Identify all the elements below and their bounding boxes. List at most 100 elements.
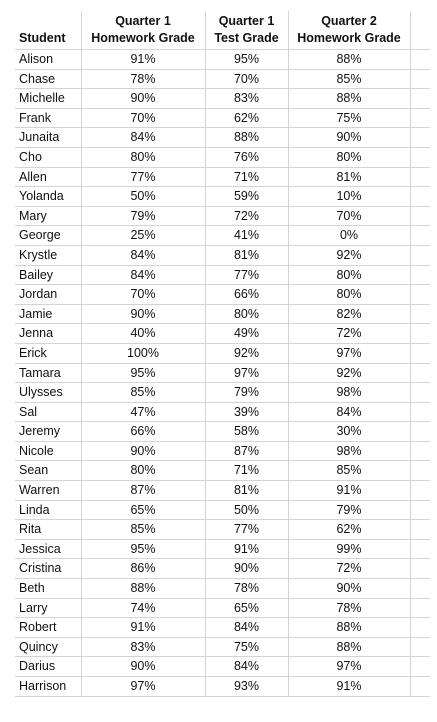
empty-cell[interactable]	[410, 578, 430, 599]
q1-test-cell[interactable]: 70%	[205, 69, 289, 90]
empty-cell[interactable]	[410, 186, 430, 207]
q2-homework-cell[interactable]: 92%	[288, 363, 411, 384]
student-name-cell[interactable]: Harrison	[15, 676, 82, 697]
student-name-cell[interactable]: Mary	[15, 206, 82, 227]
q1-homework-cell[interactable]: 78%	[81, 69, 206, 90]
q1-test-cell[interactable]: 81%	[205, 245, 289, 266]
student-name-cell[interactable]: Chase	[15, 69, 82, 90]
student-name-cell[interactable]: Linda	[15, 500, 82, 521]
empty-cell[interactable]	[410, 519, 430, 540]
q2-homework-cell[interactable]: 90%	[288, 578, 411, 599]
q1-test-cell[interactable]: 97%	[205, 363, 289, 384]
q2-homework-cell[interactable]: 90%	[288, 127, 411, 148]
student-name-cell[interactable]: Michelle	[15, 88, 82, 109]
empty-cell[interactable]	[410, 617, 430, 638]
q1-test-cell[interactable]: 77%	[205, 265, 289, 286]
q1-homework-cell[interactable]: 90%	[81, 441, 206, 462]
q1-test-cell[interactable]: 83%	[205, 88, 289, 109]
q1-test-cell[interactable]: 87%	[205, 441, 289, 462]
q1-test-cell[interactable]: 58%	[205, 421, 289, 442]
student-name-cell[interactable]: Ulysses	[15, 382, 82, 403]
q1-homework-cell[interactable]: 25%	[81, 225, 206, 246]
q2-homework-cell[interactable]: 88%	[288, 617, 411, 638]
empty-cell[interactable]	[410, 108, 430, 129]
student-name-cell[interactable]: Rita	[15, 519, 82, 540]
empty-cell[interactable]	[410, 284, 430, 305]
q2-homework-cell[interactable]: 85%	[288, 69, 411, 90]
empty-cell[interactable]	[410, 265, 430, 286]
q2-homework-cell[interactable]: 70%	[288, 206, 411, 227]
q1-test-cell[interactable]: 88%	[205, 127, 289, 148]
q1-homework-cell[interactable]: 95%	[81, 363, 206, 384]
q2-homework-cell[interactable]: 91%	[288, 480, 411, 501]
q1-test-cell[interactable]: 79%	[205, 382, 289, 403]
q1-homework-cell[interactable]: 85%	[81, 382, 206, 403]
q1-homework-cell[interactable]: 47%	[81, 402, 206, 423]
q2-homework-cell[interactable]: 10%	[288, 186, 411, 207]
empty-cell[interactable]	[410, 88, 430, 109]
empty-cell[interactable]	[410, 49, 430, 70]
q1-test-cell[interactable]: 84%	[205, 617, 289, 638]
q2-homework-cell[interactable]: 79%	[288, 500, 411, 521]
student-name-cell[interactable]: Darius	[15, 656, 82, 677]
q1-test-cell[interactable]: 62%	[205, 108, 289, 129]
q2-homework-cell[interactable]: 88%	[288, 637, 411, 658]
q1-homework-cell[interactable]: 84%	[81, 245, 206, 266]
header-empty-cell[interactable]	[410, 11, 430, 50]
q2-homework-cell[interactable]: 62%	[288, 519, 411, 540]
empty-cell[interactable]	[410, 539, 430, 560]
q1-test-cell[interactable]: 76%	[205, 147, 289, 168]
q1-homework-cell[interactable]: 88%	[81, 578, 206, 599]
q1-homework-cell[interactable]: 77%	[81, 167, 206, 188]
student-name-cell[interactable]: Tamara	[15, 363, 82, 384]
empty-cell[interactable]	[410, 245, 430, 266]
empty-cell[interactable]	[410, 167, 430, 188]
student-name-cell[interactable]: Jamie	[15, 304, 82, 325]
q2-homework-cell[interactable]: 75%	[288, 108, 411, 129]
q1-test-cell[interactable]: 71%	[205, 460, 289, 482]
empty-cell[interactable]	[410, 402, 430, 423]
q2-homework-cell[interactable]: 97%	[288, 656, 411, 677]
empty-cell[interactable]	[410, 500, 430, 521]
q1-homework-cell[interactable]: 86%	[81, 558, 206, 580]
student-name-cell[interactable]: Cristina	[15, 558, 82, 580]
q1-test-cell[interactable]: 92%	[205, 343, 289, 364]
empty-cell[interactable]	[410, 304, 430, 325]
q1-test-cell[interactable]: 39%	[205, 402, 289, 423]
student-name-cell[interactable]: Quincy	[15, 637, 82, 658]
empty-cell[interactable]	[410, 460, 430, 482]
q1-test-cell[interactable]: 93%	[205, 676, 289, 697]
q1-homework-cell[interactable]: 91%	[81, 49, 206, 70]
empty-cell[interactable]	[410, 147, 430, 168]
empty-cell[interactable]	[410, 441, 430, 462]
q2-homework-cell[interactable]: 97%	[288, 343, 411, 364]
q1-test-cell[interactable]: 65%	[205, 598, 289, 619]
student-name-cell[interactable]: Alison	[15, 49, 82, 70]
q2-homework-cell[interactable]: 72%	[288, 323, 411, 344]
empty-cell[interactable]	[410, 343, 430, 364]
q1-test-cell[interactable]: 91%	[205, 539, 289, 560]
student-name-cell[interactable]: Krystle	[15, 245, 82, 266]
empty-cell[interactable]	[410, 127, 430, 148]
q2-homework-cell[interactable]: 82%	[288, 304, 411, 325]
q2-homework-cell[interactable]: 0%	[288, 225, 411, 246]
empty-cell[interactable]	[410, 206, 430, 227]
q1-homework-cell[interactable]: 100%	[81, 343, 206, 364]
q1-homework-cell[interactable]: 87%	[81, 480, 206, 501]
q1-test-cell[interactable]: 59%	[205, 186, 289, 207]
q2-homework-cell[interactable]: 72%	[288, 558, 411, 580]
q1-test-cell[interactable]: 90%	[205, 558, 289, 580]
header-q2-homework[interactable]: Quarter 2 Homework Grade	[288, 11, 411, 50]
empty-cell[interactable]	[410, 676, 430, 697]
empty-cell[interactable]	[410, 598, 430, 619]
student-name-cell[interactable]: George	[15, 225, 82, 246]
q1-homework-cell[interactable]: 84%	[81, 265, 206, 286]
q1-homework-cell[interactable]: 95%	[81, 539, 206, 560]
q1-homework-cell[interactable]: 84%	[81, 127, 206, 148]
q1-homework-cell[interactable]: 66%	[81, 421, 206, 442]
student-name-cell[interactable]: Frank	[15, 108, 82, 129]
q1-test-cell[interactable]: 80%	[205, 304, 289, 325]
q1-homework-cell[interactable]: 70%	[81, 284, 206, 305]
q1-test-cell[interactable]: 41%	[205, 225, 289, 246]
student-name-cell[interactable]: Larry	[15, 598, 82, 619]
